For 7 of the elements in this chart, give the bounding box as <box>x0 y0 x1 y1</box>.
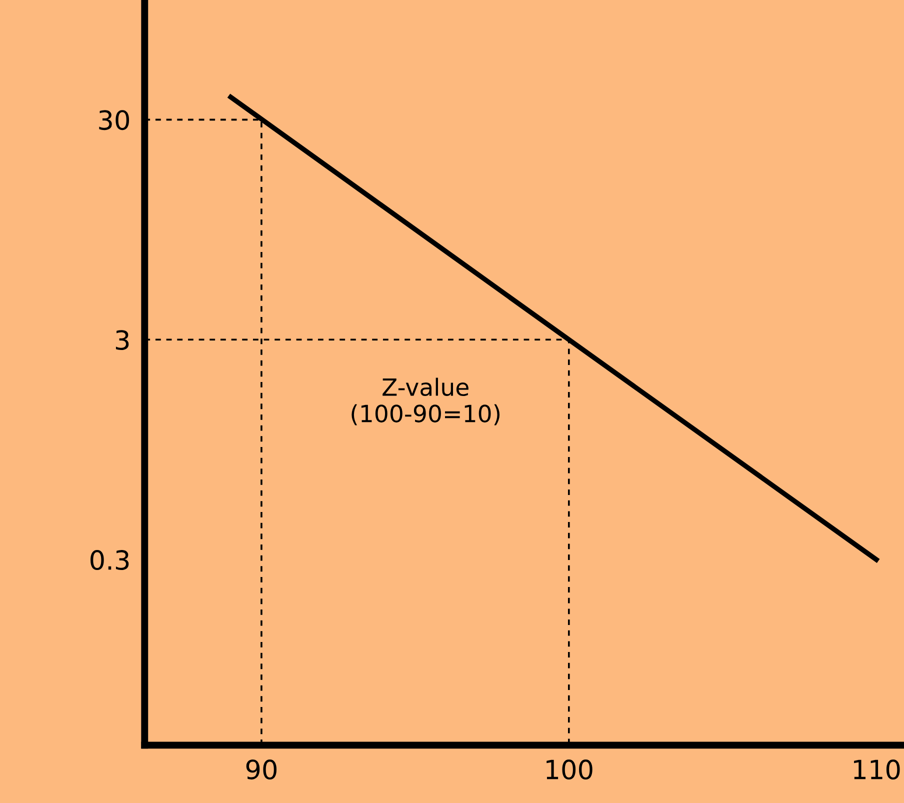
x-tick-label: 110 <box>854 760 900 780</box>
y-tick-label: 30 <box>99 110 129 130</box>
x-tick-label: 90 <box>246 760 276 780</box>
x-tick-label: 100 <box>546 760 592 780</box>
y-tick-label: 0.3 <box>90 550 129 570</box>
annotation: Z-value (100-90=10) <box>352 378 500 426</box>
y-tick-label: 3 <box>116 330 129 350</box>
